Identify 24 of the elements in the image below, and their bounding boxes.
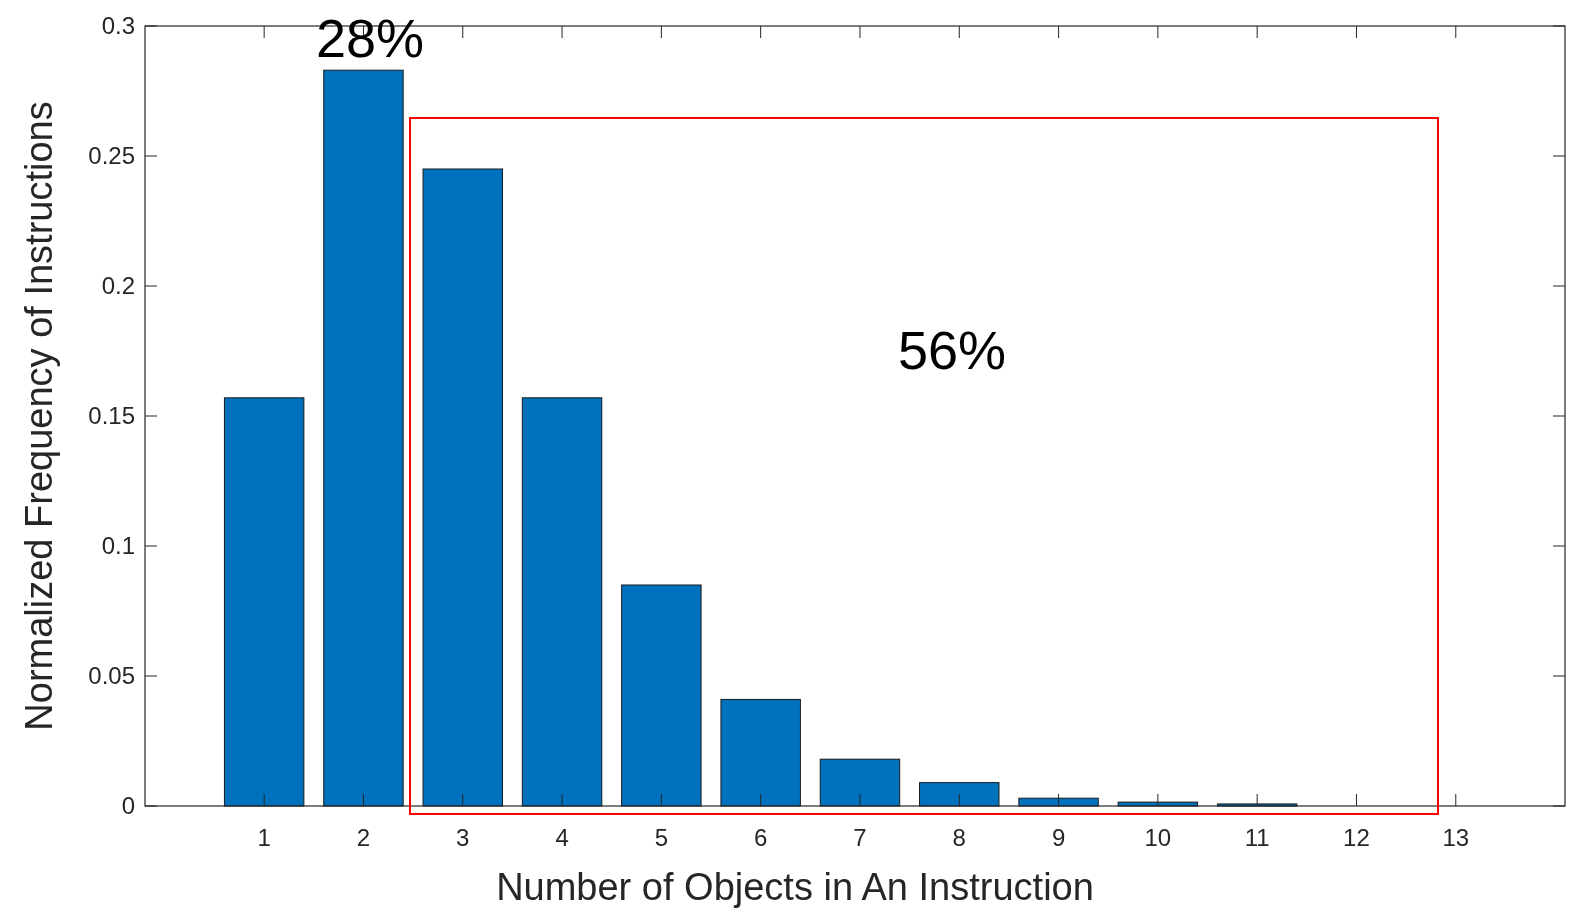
x-tick-label: 8 — [952, 824, 966, 851]
y-tick-label: 0.15 — [88, 402, 135, 430]
y-tick-label: 0.05 — [88, 662, 135, 690]
x-tick-label: 9 — [1051, 824, 1066, 851]
x-tick-label: 6 — [753, 824, 768, 851]
x-tick-label: 3 — [456, 824, 470, 851]
annotation: 28% — [315, 7, 425, 68]
x-tick-label: 2 — [356, 824, 371, 851]
y-tick-label: 0.25 — [88, 142, 135, 170]
y-tick-label: 0.1 — [101, 532, 135, 560]
x-axis-title: Number of Objects in An Instruction — [496, 866, 1094, 908]
y-tick-label: 0.3 — [101, 12, 135, 40]
x-tick-label: 11 — [1244, 824, 1270, 851]
x-tick-label: 1 — [257, 824, 271, 851]
x-tick-label: 4 — [555, 824, 569, 851]
x-tick-label: 5 — [654, 824, 669, 851]
annotation: 56% — [897, 319, 1007, 380]
y-tick-label: 0.2 — [101, 272, 135, 300]
y-axis-title: Normalized Frequency of Instructions — [18, 101, 60, 731]
x-tick-label: 10 — [1144, 824, 1172, 851]
y-tick-label: 0 — [121, 792, 135, 820]
x-tick-label: 12 — [1343, 824, 1370, 851]
x-tick-label: 7 — [853, 824, 867, 851]
x-tick-label: 13 — [1442, 824, 1470, 851]
